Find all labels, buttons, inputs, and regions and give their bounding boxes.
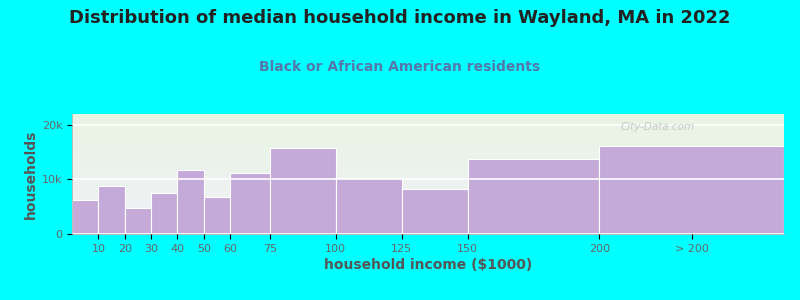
Text: Distribution of median household income in Wayland, MA in 2022: Distribution of median household income … — [70, 9, 730, 27]
Bar — [72, 200, 98, 234]
Bar — [467, 159, 599, 234]
Bar — [270, 148, 336, 234]
Bar — [125, 208, 151, 234]
Bar — [178, 169, 204, 234]
Bar — [151, 193, 178, 234]
Bar — [204, 197, 230, 234]
Bar — [402, 189, 467, 234]
Bar — [336, 178, 402, 234]
Text: Black or African American residents: Black or African American residents — [259, 60, 541, 74]
Text: City-Data.com: City-Data.com — [620, 122, 694, 132]
Bar — [230, 173, 270, 234]
Bar — [599, 146, 784, 234]
Bar — [98, 186, 125, 234]
Y-axis label: households: households — [23, 129, 38, 219]
X-axis label: household income ($1000): household income ($1000) — [324, 258, 532, 272]
